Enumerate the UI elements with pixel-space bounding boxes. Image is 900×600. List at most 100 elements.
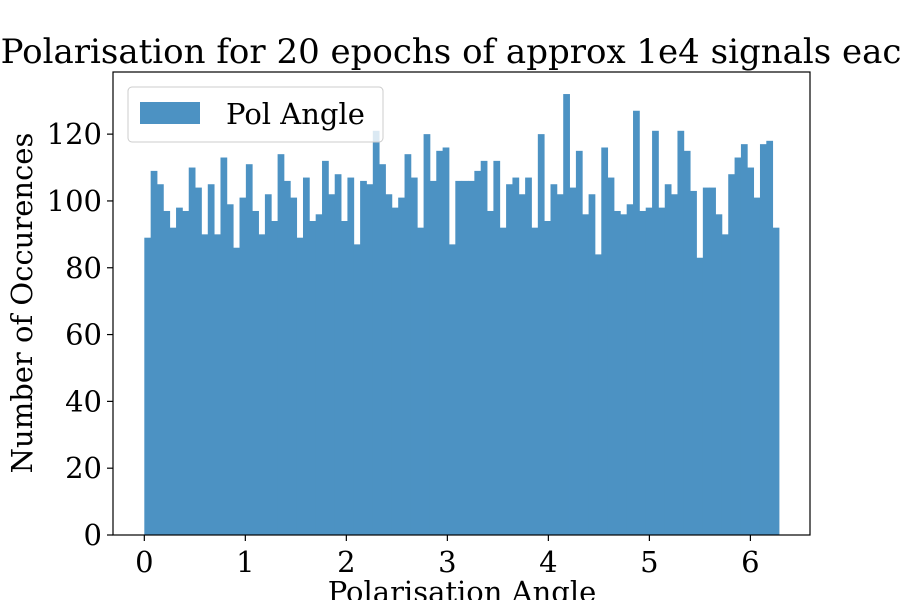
histogram-bar (633, 110, 640, 535)
histogram-bar (398, 197, 405, 535)
histogram-bar (309, 220, 317, 535)
histogram-bar (556, 194, 564, 535)
histogram-bar (385, 194, 393, 535)
histogram-bar (252, 210, 259, 536)
histogram-bar (271, 220, 279, 535)
histogram-bar (150, 170, 158, 535)
y-tick-label: 80 (65, 251, 102, 285)
histogram-bar (214, 234, 221, 535)
histogram-bar (709, 187, 716, 535)
x-tick-label: 2 (337, 545, 355, 579)
y-tick-label: 120 (47, 117, 102, 151)
x-tick-label: 1 (236, 545, 254, 579)
histogram-bar (195, 187, 202, 535)
histogram-bar (144, 237, 152, 535)
histogram-bar (766, 140, 774, 535)
histogram-bar (671, 194, 678, 535)
histogram-bars (144, 94, 780, 536)
y-tick-label: 40 (65, 384, 102, 418)
x-axis-label: Polarisation Angle (328, 575, 597, 600)
y-axis-label: Number of Occurences (5, 133, 39, 474)
histogram-bar (322, 160, 329, 535)
histogram-bar (442, 147, 450, 535)
histogram-bar (290, 197, 298, 535)
histogram-bar (563, 94, 570, 536)
histogram-bar (728, 174, 735, 536)
histogram-bar (328, 194, 336, 535)
histogram-bar (690, 190, 697, 535)
histogram-bar (226, 204, 234, 536)
histogram-bar (658, 207, 666, 535)
histogram-bar (461, 180, 469, 536)
y-tick-label: 20 (65, 451, 102, 485)
histogram-bar (360, 180, 367, 536)
y-tick-label: 0 (84, 518, 102, 552)
histogram-bar (664, 184, 672, 535)
histogram-bar (512, 177, 520, 535)
histogram-bar (264, 194, 272, 535)
histogram-bar (487, 210, 494, 536)
histogram-bar (366, 184, 374, 535)
histogram-bar (436, 150, 444, 535)
histogram-bar (404, 154, 412, 535)
axes-frame (112, 71, 811, 536)
histogram-bar (518, 194, 526, 535)
histogram-bar (188, 167, 196, 536)
histogram-bar (506, 184, 513, 535)
histogram-bar (759, 144, 767, 536)
histogram-bar (220, 157, 228, 535)
histogram-bar (353, 244, 361, 535)
histogram-bar (201, 234, 209, 535)
histogram-bar (245, 164, 253, 535)
histogram-bar (410, 177, 418, 535)
histogram-bar (569, 187, 577, 535)
histogram-bar (594, 254, 602, 536)
histogram-bar (601, 147, 609, 535)
histogram-bar (239, 197, 247, 535)
histogram-bar (677, 130, 685, 536)
x-tick-label: 3 (438, 545, 456, 579)
histogram-bar (645, 207, 653, 535)
histogram-bar (639, 210, 647, 536)
histogram-bar (315, 214, 323, 535)
histogram-bar (455, 180, 463, 536)
histogram-bar (296, 237, 304, 535)
y-tick-label: 100 (47, 184, 102, 218)
histogram-bar (493, 160, 501, 535)
histogram-bar (372, 130, 380, 536)
histogram-bar (391, 207, 399, 535)
histogram-bar (753, 197, 761, 535)
histogram-bar (696, 257, 704, 535)
histogram-bar (613, 210, 621, 536)
histogram-bar (575, 150, 583, 535)
legend-frame (127, 86, 384, 143)
histogram-bar (468, 180, 475, 536)
histogram-bar (620, 214, 628, 535)
histogram-bar (747, 167, 755, 536)
histogram-bar (721, 234, 729, 535)
histogram-bar (740, 144, 748, 536)
histogram-bar (448, 244, 456, 535)
chart-title: Polarisation for 20 epochs of approx 1e4… (1, 32, 900, 72)
histogram-bar (734, 157, 742, 535)
histogram-bar (417, 227, 424, 535)
histogram-bar (157, 184, 164, 535)
histogram-bar (169, 227, 177, 535)
x-axis-ticks: 0 1 2 3 4 5 6 (135, 535, 760, 579)
histogram-bar (429, 180, 437, 536)
y-axis-ticks: 0 20 40 60 80 100 120 (47, 117, 113, 552)
histogram-bar (588, 194, 596, 535)
legend: Pol Angle (127, 86, 384, 143)
histogram-bar (233, 247, 240, 536)
x-tick-label: 5 (640, 545, 658, 579)
histogram-bar (423, 134, 431, 535)
histogram-bar (302, 177, 310, 535)
histogram-bar (163, 210, 171, 536)
histogram-bar (176, 207, 183, 535)
histogram-bar (537, 134, 545, 535)
histogram-bar (277, 154, 285, 535)
histogram-bar (544, 220, 551, 535)
histogram-bar (715, 214, 723, 535)
histogram-bar (474, 170, 482, 535)
